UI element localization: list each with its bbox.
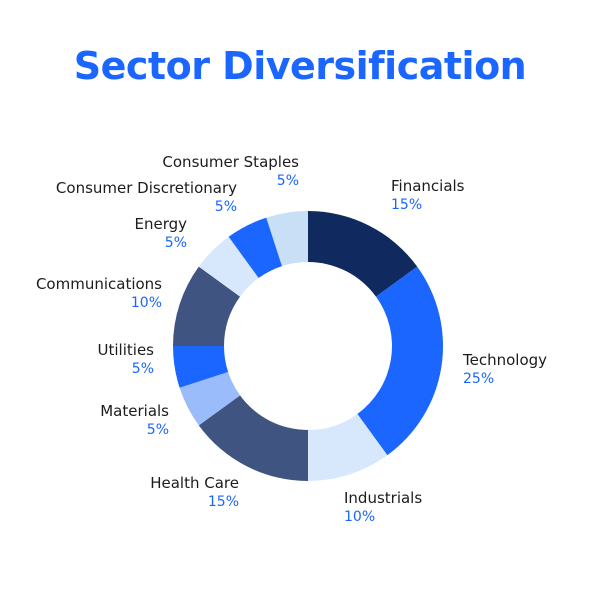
label-name: Financials: [391, 177, 465, 195]
slice-materials: [179, 371, 241, 426]
label-percent: 5%: [276, 173, 299, 189]
label-percent: 25%: [463, 371, 495, 387]
label-percent: 5%: [164, 235, 187, 251]
label-consumer-staples: Consumer Staples 5%: [162, 153, 299, 191]
label-technology: Technology 25%: [463, 351, 547, 389]
label-name: Materials: [100, 402, 169, 420]
label-materials: Materials 5%: [100, 402, 169, 440]
label-name: Consumer Staples: [162, 153, 299, 171]
chart-title: Sector Diversification: [73, 44, 527, 88]
slice-financials: [308, 211, 418, 297]
label-health-care: Health Care 15%: [150, 474, 239, 512]
label-industrials: Industrials 10%: [344, 489, 422, 527]
label-name: Health Care: [150, 474, 239, 492]
label-financials: Financials 15%: [391, 177, 465, 215]
label-energy: Energy 5%: [134, 215, 187, 253]
label-name: Utilities: [97, 341, 154, 359]
label-name: Energy: [134, 215, 187, 233]
label-percent: 10%: [130, 295, 162, 311]
label-percent: 15%: [391, 197, 423, 213]
slice-energy: [198, 236, 259, 297]
slice-technology: [357, 266, 443, 456]
label-communications: Communications 10%: [36, 275, 162, 313]
slice-health-care: [198, 395, 308, 481]
slice-consumer-staples: [266, 211, 308, 267]
label-percent: 5%: [146, 422, 169, 438]
label-percent: 15%: [207, 494, 239, 510]
slice-consumer-discretionary: [228, 217, 283, 279]
slice-industrials: [308, 413, 388, 481]
label-name: Industrials: [344, 489, 423, 507]
label-percent: 10%: [344, 509, 376, 525]
label-percent: 5%: [214, 199, 237, 215]
label-name: Communications: [35, 275, 162, 293]
slice-utilities: [173, 346, 229, 388]
label-utilities: Utilities 5%: [98, 341, 154, 379]
label-name: Technology: [463, 351, 548, 369]
slice-communications: [173, 266, 241, 346]
donut-slices: [173, 211, 443, 481]
label-name: Consumer Discretionary: [55, 179, 237, 197]
label-percent: 5%: [131, 361, 154, 377]
label-consumer-discretionary: Consumer Discretionary 5%: [56, 179, 237, 217]
